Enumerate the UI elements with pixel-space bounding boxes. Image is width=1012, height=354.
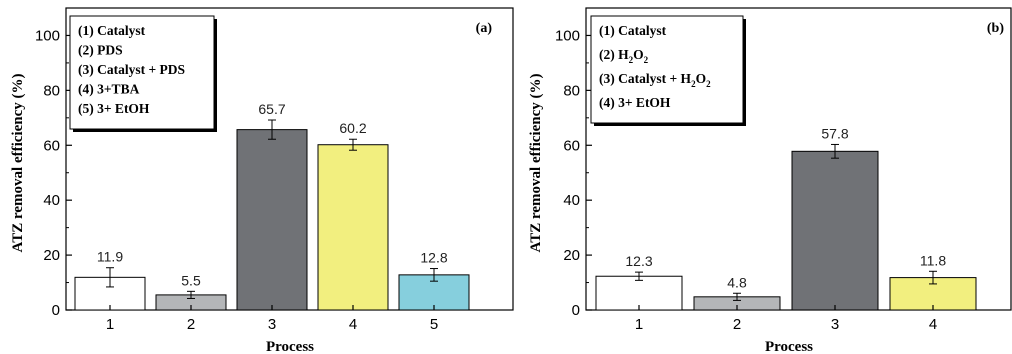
legend-entry-4: (4) 3+TBA (78, 82, 140, 97)
bars: 12.3 4.8 57.8 11.8 (595, 125, 977, 311)
legend-entry-1: (1) Catalyst (78, 23, 146, 38)
legend-box (69, 15, 215, 130)
data-label-2: 4.8 (727, 274, 747, 290)
data-label-3: 65.7 (258, 101, 285, 117)
x-tick-label: 4 (929, 316, 937, 333)
legend-entry-4: (4) 3+ EtOH (599, 95, 671, 110)
y-axis-label: ATZ removal efficiency (%) (528, 74, 544, 253)
legend: (1) Catalyst (2) PDS (3) Catalyst + PDS (4)… (69, 15, 217, 132)
x-tick-label: 1 (106, 316, 114, 333)
y-tick-label: 80 (563, 82, 580, 99)
y-axis-label: ATZ removal efficiency (%) (10, 74, 26, 253)
legend-entry-2: (2) H2O2 (599, 47, 649, 65)
panel-tag: (b) (987, 21, 1004, 36)
legend-entry-5: (5) 3+ EtOH (78, 101, 150, 116)
y-tick-label: 80 (43, 82, 60, 99)
y-tick-label: 60 (563, 137, 580, 154)
panel-tag: (a) (476, 21, 493, 36)
y-tick-label: 40 (563, 192, 580, 209)
y-tick-label: 100 (35, 27, 60, 44)
bar-4 (317, 144, 389, 311)
bars: 11.9 5.5 65.7 60.2 12.8 (74, 101, 470, 311)
legend: (1) Catalyst (2) H2O2 (3) Catalyst + H2O2 (… (590, 15, 746, 126)
legend-box (590, 15, 744, 124)
x-tick-label: 4 (349, 316, 357, 333)
y-axis: 0 20 40 60 80 100 (555, 27, 592, 319)
y-tick-label: 20 (563, 247, 580, 264)
bar-1 (595, 275, 683, 311)
bar-3 (236, 129, 308, 311)
x-axis-label: Process (765, 339, 813, 354)
data-label-4: 11.8 (920, 252, 946, 268)
data-label-1: 12.3 (625, 253, 652, 269)
y-tick-label: 0 (52, 302, 60, 319)
x-tick-label: 2 (187, 316, 195, 333)
data-label-5: 12.8 (420, 250, 447, 266)
x-tick-label: 1 (635, 316, 643, 333)
data-label-1: 11.9 (97, 249, 123, 265)
y-tick-label: 20 (43, 247, 60, 264)
y-tick-label: 40 (43, 192, 60, 209)
x-tick-label: 3 (831, 316, 839, 333)
y-tick-label: 60 (43, 137, 60, 154)
x-tick-label: 3 (268, 316, 276, 333)
data-label-4: 60.2 (339, 120, 366, 136)
y-axis: 0 20 40 60 80 100 (35, 27, 72, 319)
y-tick-label: 0 (572, 302, 580, 319)
data-label-3: 57.8 (821, 125, 848, 141)
legend-entry-3: (3) Catalyst + H2O2 (599, 71, 711, 89)
legend-entry-2: (2) PDS (78, 43, 123, 58)
bar-3 (791, 150, 879, 311)
legend-entry-3: (3) Catalyst + PDS (78, 62, 185, 77)
legend-entry-1: (1) Catalyst (599, 23, 667, 38)
x-tick-label: 5 (430, 316, 438, 333)
x-tick-label: 2 (733, 316, 741, 333)
y-tick-label: 100 (555, 27, 580, 44)
data-label-2: 5.5 (181, 272, 201, 288)
x-axis-label: Process (266, 339, 314, 354)
